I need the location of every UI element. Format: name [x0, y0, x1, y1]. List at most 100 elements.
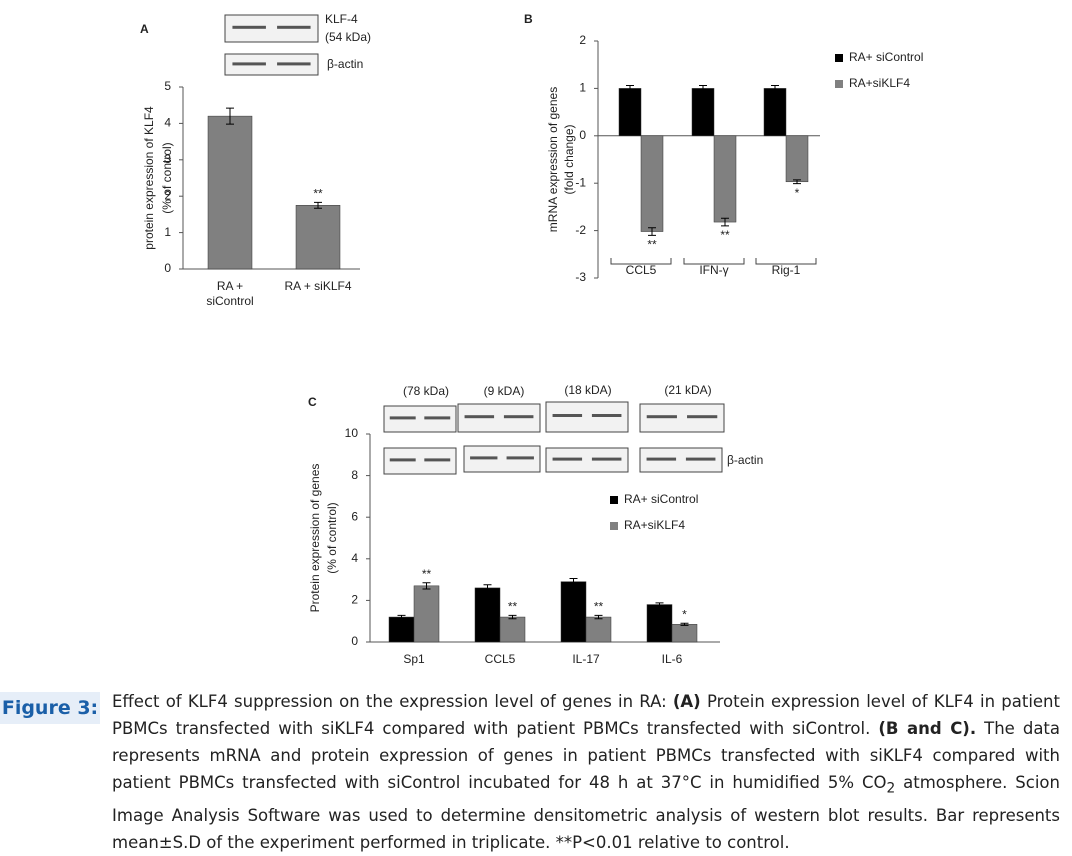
legend-label: RA+ siControl [624, 492, 698, 506]
bar [691, 88, 715, 137]
y-tick-label: 0 [579, 128, 586, 142]
y-tick-label: -1 [575, 175, 586, 189]
category-bracket [755, 258, 817, 265]
error-bar [680, 622, 689, 626]
y-tick-label: 4 [164, 116, 171, 130]
legend-swatch [610, 522, 618, 530]
caption-part: Protein expression level of KLF4 in pati… [112, 692, 1060, 738]
significance-label: * [795, 186, 800, 200]
legend-swatch [835, 80, 843, 88]
y-axis-label: (fold change) [562, 124, 576, 194]
panel-label: A [140, 22, 149, 36]
panel-label: B [524, 12, 533, 26]
bar [646, 604, 673, 643]
significance-label: * [682, 607, 687, 621]
y-tick-label: -3 [575, 270, 586, 284]
error-bar [648, 227, 656, 236]
error-bar [594, 614, 603, 620]
blot-band [389, 458, 416, 462]
error-bar [508, 614, 517, 620]
y-tick-label: 4 [351, 551, 358, 565]
category-bracket [683, 258, 745, 265]
bar [785, 135, 809, 183]
x-tick-label: Rig-1 [772, 263, 801, 277]
y-axis-label: (% of control) [325, 502, 339, 573]
caption-part: (B and C). [878, 719, 977, 738]
y-tick-label: 8 [351, 468, 358, 482]
significance-label: ** [594, 600, 604, 614]
blot-band [277, 62, 311, 66]
caption-part: Effect of KLF4 suppression on the expres… [112, 692, 673, 711]
bar [640, 135, 664, 232]
blot-band [552, 457, 583, 461]
caption-text: Effect of KLF4 suppression on the expres… [112, 688, 1060, 856]
blot-band [591, 457, 622, 461]
blot-band [470, 456, 498, 460]
y-tick-label: 10 [345, 426, 359, 440]
blot-band [277, 25, 311, 29]
y-tick-label: 2 [351, 593, 358, 607]
panel-label: C [308, 395, 317, 409]
legend-label: RA+siKLF4 [849, 76, 910, 90]
error-bar [721, 217, 729, 227]
caption-part: The data represents mRNA and protein exp… [112, 719, 1061, 792]
y-axis-label: (% of control) [160, 142, 174, 213]
bar [671, 624, 698, 643]
blot-label: (18 kDA) [564, 383, 611, 397]
error-bar [314, 201, 322, 209]
caption-part: atmosphere. Scion Image Analysis Softwar… [112, 773, 1060, 853]
bar [618, 88, 642, 137]
bar [413, 585, 440, 643]
significance-label: ** [422, 567, 432, 581]
blot-band [503, 415, 534, 419]
caption-label: Figure 3: [0, 692, 100, 724]
bar [388, 616, 415, 643]
caption-part: 2 [886, 780, 896, 797]
blot-band [552, 414, 583, 417]
blot-band [424, 416, 451, 420]
caption-part: (A) [672, 692, 701, 711]
figure: A KLF-4 (54 kDa) β-actin protein expression … [140, 12, 923, 666]
legend-label: RA+siKLF4 [624, 518, 685, 532]
y-tick-label: -2 [575, 223, 586, 237]
x-tick-label: RA + siKLF4 [284, 279, 351, 293]
y-tick-label: 2 [164, 188, 171, 202]
y-tick-label: 2 [579, 33, 586, 47]
y-tick-label: 0 [164, 261, 171, 275]
error-bar [699, 85, 707, 92]
bar [585, 616, 612, 643]
blot-label: KLF-4 [325, 12, 358, 26]
error-bar [655, 602, 664, 607]
x-tick-label: CCL5 [626, 263, 657, 277]
error-bar [771, 85, 779, 92]
blot-band [591, 414, 622, 417]
significance-label: ** [720, 228, 730, 242]
x-tick-label: CCL5 [485, 652, 516, 666]
x-tick-label: RA + siControl [206, 279, 253, 308]
error-bar [397, 614, 406, 620]
y-tick-label: 5 [164, 79, 171, 93]
blot-label: (54 kDa) [325, 30, 371, 44]
bar [713, 135, 737, 223]
y-axis-label: mRNA expression of genes [546, 87, 560, 232]
significance-label: ** [313, 187, 323, 201]
x-tick-label: Sp1 [403, 652, 425, 666]
blot-band [424, 458, 451, 462]
y-tick-label: 1 [579, 81, 586, 95]
blot-band [687, 415, 718, 419]
y-axis-label: protein expression of KLF4 [142, 106, 156, 250]
bar [560, 581, 587, 643]
blot-label: β-actin [727, 453, 763, 467]
blot-band [646, 457, 677, 461]
bar [207, 115, 253, 270]
legend-swatch [835, 54, 843, 62]
blot-box [224, 53, 319, 76]
bar [295, 205, 341, 270]
error-bar [569, 578, 578, 586]
blot-band [685, 457, 716, 461]
bar [474, 587, 501, 643]
blot-band [646, 415, 677, 419]
error-bar [483, 584, 492, 592]
error-bar [793, 179, 801, 185]
